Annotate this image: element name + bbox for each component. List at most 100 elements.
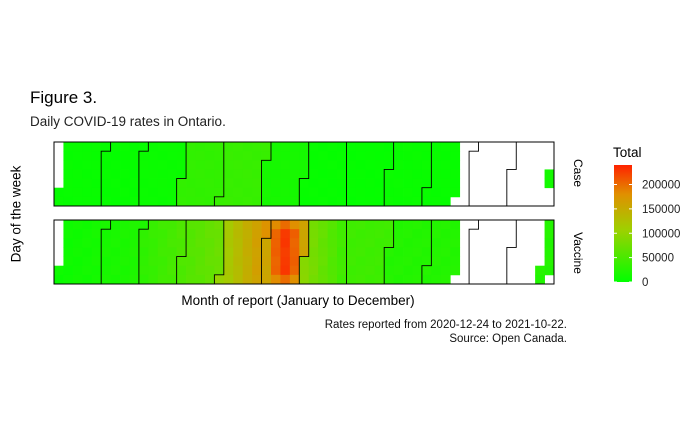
heatmap-cell (337, 196, 347, 207)
heatmap-cell (450, 178, 461, 189)
heatmap-cell (148, 160, 159, 170)
heatmap-cell (393, 160, 404, 170)
heatmap-cell (138, 178, 149, 189)
heatmap-cell (308, 196, 319, 207)
heatmap-cell (195, 187, 206, 198)
heatmap-cell (252, 220, 262, 230)
heatmap-cell (129, 265, 140, 276)
heatmap-cell (280, 151, 291, 161)
heatmap-cell (148, 169, 159, 179)
figure-subtitle: Daily COVID-19 rates in Ontario. (30, 114, 226, 129)
caption: Rates reported from 2020-12-24 to 2021-1… (325, 318, 567, 346)
heatmap-cell (252, 256, 262, 267)
legend-tick-label: 200000 (642, 180, 680, 192)
heatmap-cell (289, 229, 300, 239)
heatmap-cell (82, 196, 93, 207)
heatmap-cell (365, 196, 376, 207)
heatmap-cell (440, 196, 451, 207)
heatmap-cell (299, 142, 310, 152)
heatmap-cell (138, 256, 149, 267)
heatmap-cell (214, 160, 225, 170)
heatmap-cell (289, 256, 300, 267)
heatmap-cell (337, 169, 347, 179)
heatmap-cell (129, 151, 140, 161)
heatmap-cell (223, 178, 234, 189)
heatmap-cell (384, 220, 395, 230)
heatmap-cell (337, 247, 347, 257)
heatmap-cell (157, 160, 168, 170)
heatmap-cell (233, 265, 244, 276)
heatmap-cell (289, 151, 300, 161)
heatmap-cell (129, 187, 140, 198)
heatmap-cell (346, 247, 357, 257)
heatmap-cell (195, 220, 206, 230)
heatmap-cell (374, 142, 385, 152)
heatmap-cell (431, 178, 442, 189)
heatmap-cell (337, 187, 347, 198)
heatmap-cell (148, 229, 159, 239)
heatmap-cell (148, 196, 159, 207)
heatmap-cell (261, 229, 272, 239)
heatmap-cell (138, 160, 149, 170)
heatmap-cell (120, 229, 130, 239)
heatmap-cell (308, 178, 319, 189)
heatmap-cell (261, 265, 272, 276)
heatmap-cell (318, 220, 328, 230)
heatmap-cell (280, 265, 291, 276)
heatmap-cell (374, 220, 385, 230)
heatmap-cell (318, 196, 328, 207)
heatmap-cell (204, 196, 215, 207)
legend-tick-label: 100000 (642, 228, 680, 240)
heatmap-cell (403, 160, 413, 170)
heatmap-cell (167, 169, 178, 179)
heatmap-cell (186, 151, 196, 161)
heatmap-cell (157, 238, 168, 248)
heatmap-cell (318, 178, 328, 189)
heatmap-cell (72, 142, 83, 152)
heatmap-cell (176, 160, 187, 170)
heatmap-cell (204, 274, 215, 285)
heatmap-cell (393, 238, 404, 248)
heatmap-cell (157, 151, 168, 161)
heatmap-cell (346, 220, 357, 230)
heatmap-cell (412, 220, 423, 230)
heatmap-cell (233, 256, 244, 267)
heatmap-cell (252, 265, 262, 276)
heatmap-cell (157, 196, 168, 207)
heatmap-cell (110, 169, 121, 179)
heatmap-cell (374, 169, 385, 179)
heatmap-cell (148, 238, 159, 248)
heatmap-cell (110, 256, 121, 267)
heatmap-cell (110, 196, 121, 207)
heatmap-cell (355, 256, 366, 267)
heatmap-cell (101, 265, 111, 276)
heatmap-cell (138, 247, 149, 257)
heatmap-cell (346, 238, 357, 248)
heatmap-cell (223, 151, 234, 161)
heatmap-cell (148, 256, 159, 267)
heatmap-cell (223, 238, 234, 248)
heatmap-cell (167, 142, 178, 152)
heatmap-cell (421, 274, 432, 285)
heatmap-cell (289, 142, 300, 152)
heatmap-cell (431, 142, 442, 152)
heatmap-cell (289, 220, 300, 230)
heatmap-cell (421, 220, 432, 230)
heatmap-cell (157, 142, 168, 152)
heatmap-cell (91, 229, 102, 239)
heatmap-cell (544, 238, 555, 248)
heatmap-cell (82, 229, 93, 239)
heatmap-cell (167, 151, 178, 161)
heatmap-cell (167, 220, 178, 230)
heatmap-cell (440, 220, 451, 230)
heatmap-cell (327, 187, 338, 198)
heatmap-cell (412, 196, 423, 207)
heatmap-cell (374, 265, 385, 276)
month-boundaries (100, 142, 517, 206)
heatmap-cell (233, 196, 244, 207)
heatmap-cell (365, 169, 376, 179)
heatmap-cell (157, 229, 168, 239)
heatmap-cell (374, 256, 385, 267)
heatmap-cell (120, 169, 130, 179)
heatmap-cell (82, 274, 93, 285)
